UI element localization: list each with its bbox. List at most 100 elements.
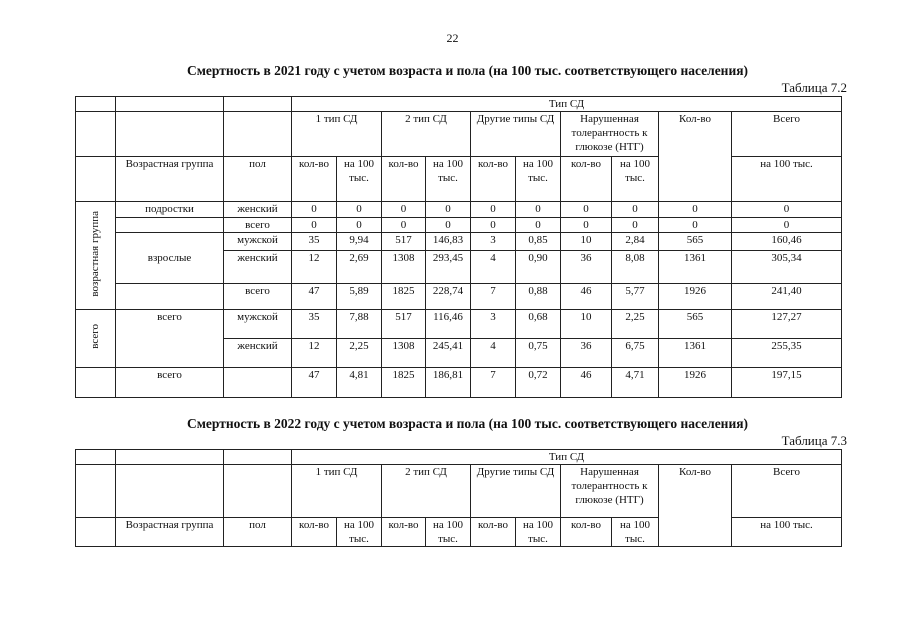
- header-ntg: Нарушенная толерантность к глюкозе (НТГ): [560, 111, 659, 157]
- table-7-2: Тип СД 1 тип СД 2 тип СД Другие типы СД Нару…: [75, 96, 842, 398]
- header-subcolumn: кол-во: [560, 156, 612, 202]
- empty-cell: [75, 96, 116, 112]
- row-value: 35: [291, 232, 337, 251]
- row-value: 6,75: [611, 338, 659, 368]
- header-other: Другие типы СД: [470, 111, 561, 157]
- row-value: 2,84: [611, 232, 659, 251]
- header-type-sd: Тип СД: [291, 449, 842, 465]
- row-value: 7,88: [336, 309, 382, 339]
- row-value: 0: [611, 201, 659, 218]
- row-value: 241,40: [731, 283, 842, 310]
- table-row: женский 12 2,69 1308 293,45 4 0,90 36 8,08 1361 30…: [76, 250, 842, 284]
- row-value: 9,94: [336, 232, 382, 251]
- empty-cell: [115, 96, 224, 112]
- row-value: 0: [658, 217, 732, 233]
- row-value: 0: [470, 217, 516, 233]
- row-value: 0: [381, 217, 426, 233]
- header-subcolumn: кол-во: [470, 156, 516, 202]
- row-value: 0: [291, 201, 337, 218]
- header-subcolumn: на 100 тыс.: [611, 517, 659, 547]
- table-row: всего 47 5,89 1825 228,74 7 0,88 46 5,77 1926 241,…: [76, 283, 842, 310]
- row-value: 0: [515, 217, 561, 233]
- row-value: 146,83: [425, 232, 471, 251]
- header-kolvo: Кол-во: [658, 464, 732, 547]
- header-subcolumn: на 100 тыс.: [611, 156, 659, 202]
- row-value: 0,90: [515, 250, 561, 284]
- header-age-group: Возрастная группа: [115, 517, 224, 547]
- row-value: 3: [470, 232, 516, 251]
- table-7-3-label: Таблица 7.3: [781, 433, 847, 448]
- empty-cell: [75, 464, 116, 518]
- row-group: подростки: [115, 201, 224, 218]
- row-value: 0,88: [515, 283, 561, 310]
- row-value: 0: [731, 217, 842, 233]
- row-group: всего: [115, 367, 224, 398]
- row-value: 1926: [658, 283, 732, 310]
- header-vsego: Всего: [731, 111, 842, 157]
- row-sex: всего: [223, 217, 292, 233]
- header-vsego-per-100k: на 100 тыс.: [731, 517, 842, 547]
- row-value: 36: [560, 338, 612, 368]
- header-subcolumn: кол-во: [291, 517, 337, 547]
- row-group: всего: [115, 309, 224, 368]
- row-value: 0: [291, 217, 337, 233]
- row-sex: всего: [223, 283, 292, 310]
- row-group: [115, 217, 224, 233]
- header-subcolumn: кол-во: [470, 517, 516, 547]
- row-value: 0,85: [515, 232, 561, 251]
- row-value: 0: [611, 217, 659, 233]
- side-label-total: всего: [75, 309, 116, 368]
- empty-cell: [223, 449, 292, 465]
- empty-cell: [75, 367, 116, 398]
- row-value: 12: [291, 338, 337, 368]
- row-value: 7: [470, 367, 516, 398]
- row-sex: женский: [223, 338, 292, 368]
- header-type-sd: Тип СД: [291, 96, 842, 112]
- table-7-3-title: Смертность в 2022 году с учетом возраста…: [186, 416, 749, 431]
- header-subcolumn: кол-во: [381, 156, 426, 202]
- row-value: 0: [381, 201, 426, 218]
- row-value: 116,46: [425, 309, 471, 339]
- row-value: 1308: [381, 338, 426, 368]
- row-value: 1361: [658, 250, 732, 284]
- row-value: 10: [560, 232, 612, 251]
- row-value: 197,15: [731, 367, 842, 398]
- empty-cell: [223, 464, 292, 518]
- row-sex: [223, 367, 292, 398]
- table-7-2-label: Таблица 7.2: [781, 80, 847, 95]
- row-value: 5,89: [336, 283, 382, 310]
- row-value: 228,74: [425, 283, 471, 310]
- header-vsego: Всего: [731, 464, 842, 518]
- empty-cell: [115, 449, 224, 465]
- row-value: 0,68: [515, 309, 561, 339]
- row-sex: женский: [223, 201, 292, 218]
- header-age-group: Возрастная группа: [115, 156, 224, 202]
- row-value: 7: [470, 283, 516, 310]
- empty-cell: [75, 156, 116, 202]
- header-subcolumn: на 100 тыс.: [336, 517, 382, 547]
- header-kolvo: Кол-во: [658, 111, 732, 202]
- table-7-2-title: Смертность в 2021 году с учетом возраста…: [186, 63, 749, 78]
- row-value: 35: [291, 309, 337, 339]
- row-value: 186,81: [425, 367, 471, 398]
- row-value: 305,34: [731, 250, 842, 284]
- empty-cell: [75, 111, 116, 157]
- empty-cell: [115, 464, 224, 518]
- header-type1: 1 тип СД: [291, 111, 382, 157]
- row-value: 160,46: [731, 232, 842, 251]
- row-value: 0,72: [515, 367, 561, 398]
- empty-cell: [115, 111, 224, 157]
- row-value: 36: [560, 250, 612, 284]
- row-group: [115, 283, 224, 310]
- row-value: 4: [470, 250, 516, 284]
- row-value: 517: [381, 309, 426, 339]
- empty-cell: [223, 96, 292, 112]
- row-value: 3: [470, 309, 516, 339]
- row-value: 0: [425, 201, 471, 218]
- row-value: 5,77: [611, 283, 659, 310]
- row-value: 4: [470, 338, 516, 368]
- row-value: 47: [291, 283, 337, 310]
- table-7-3: Тип СД 1 тип СД 2 тип СД Другие типы СД Нару…: [75, 449, 842, 547]
- row-value: 0: [658, 201, 732, 218]
- row-value: 1825: [381, 367, 426, 398]
